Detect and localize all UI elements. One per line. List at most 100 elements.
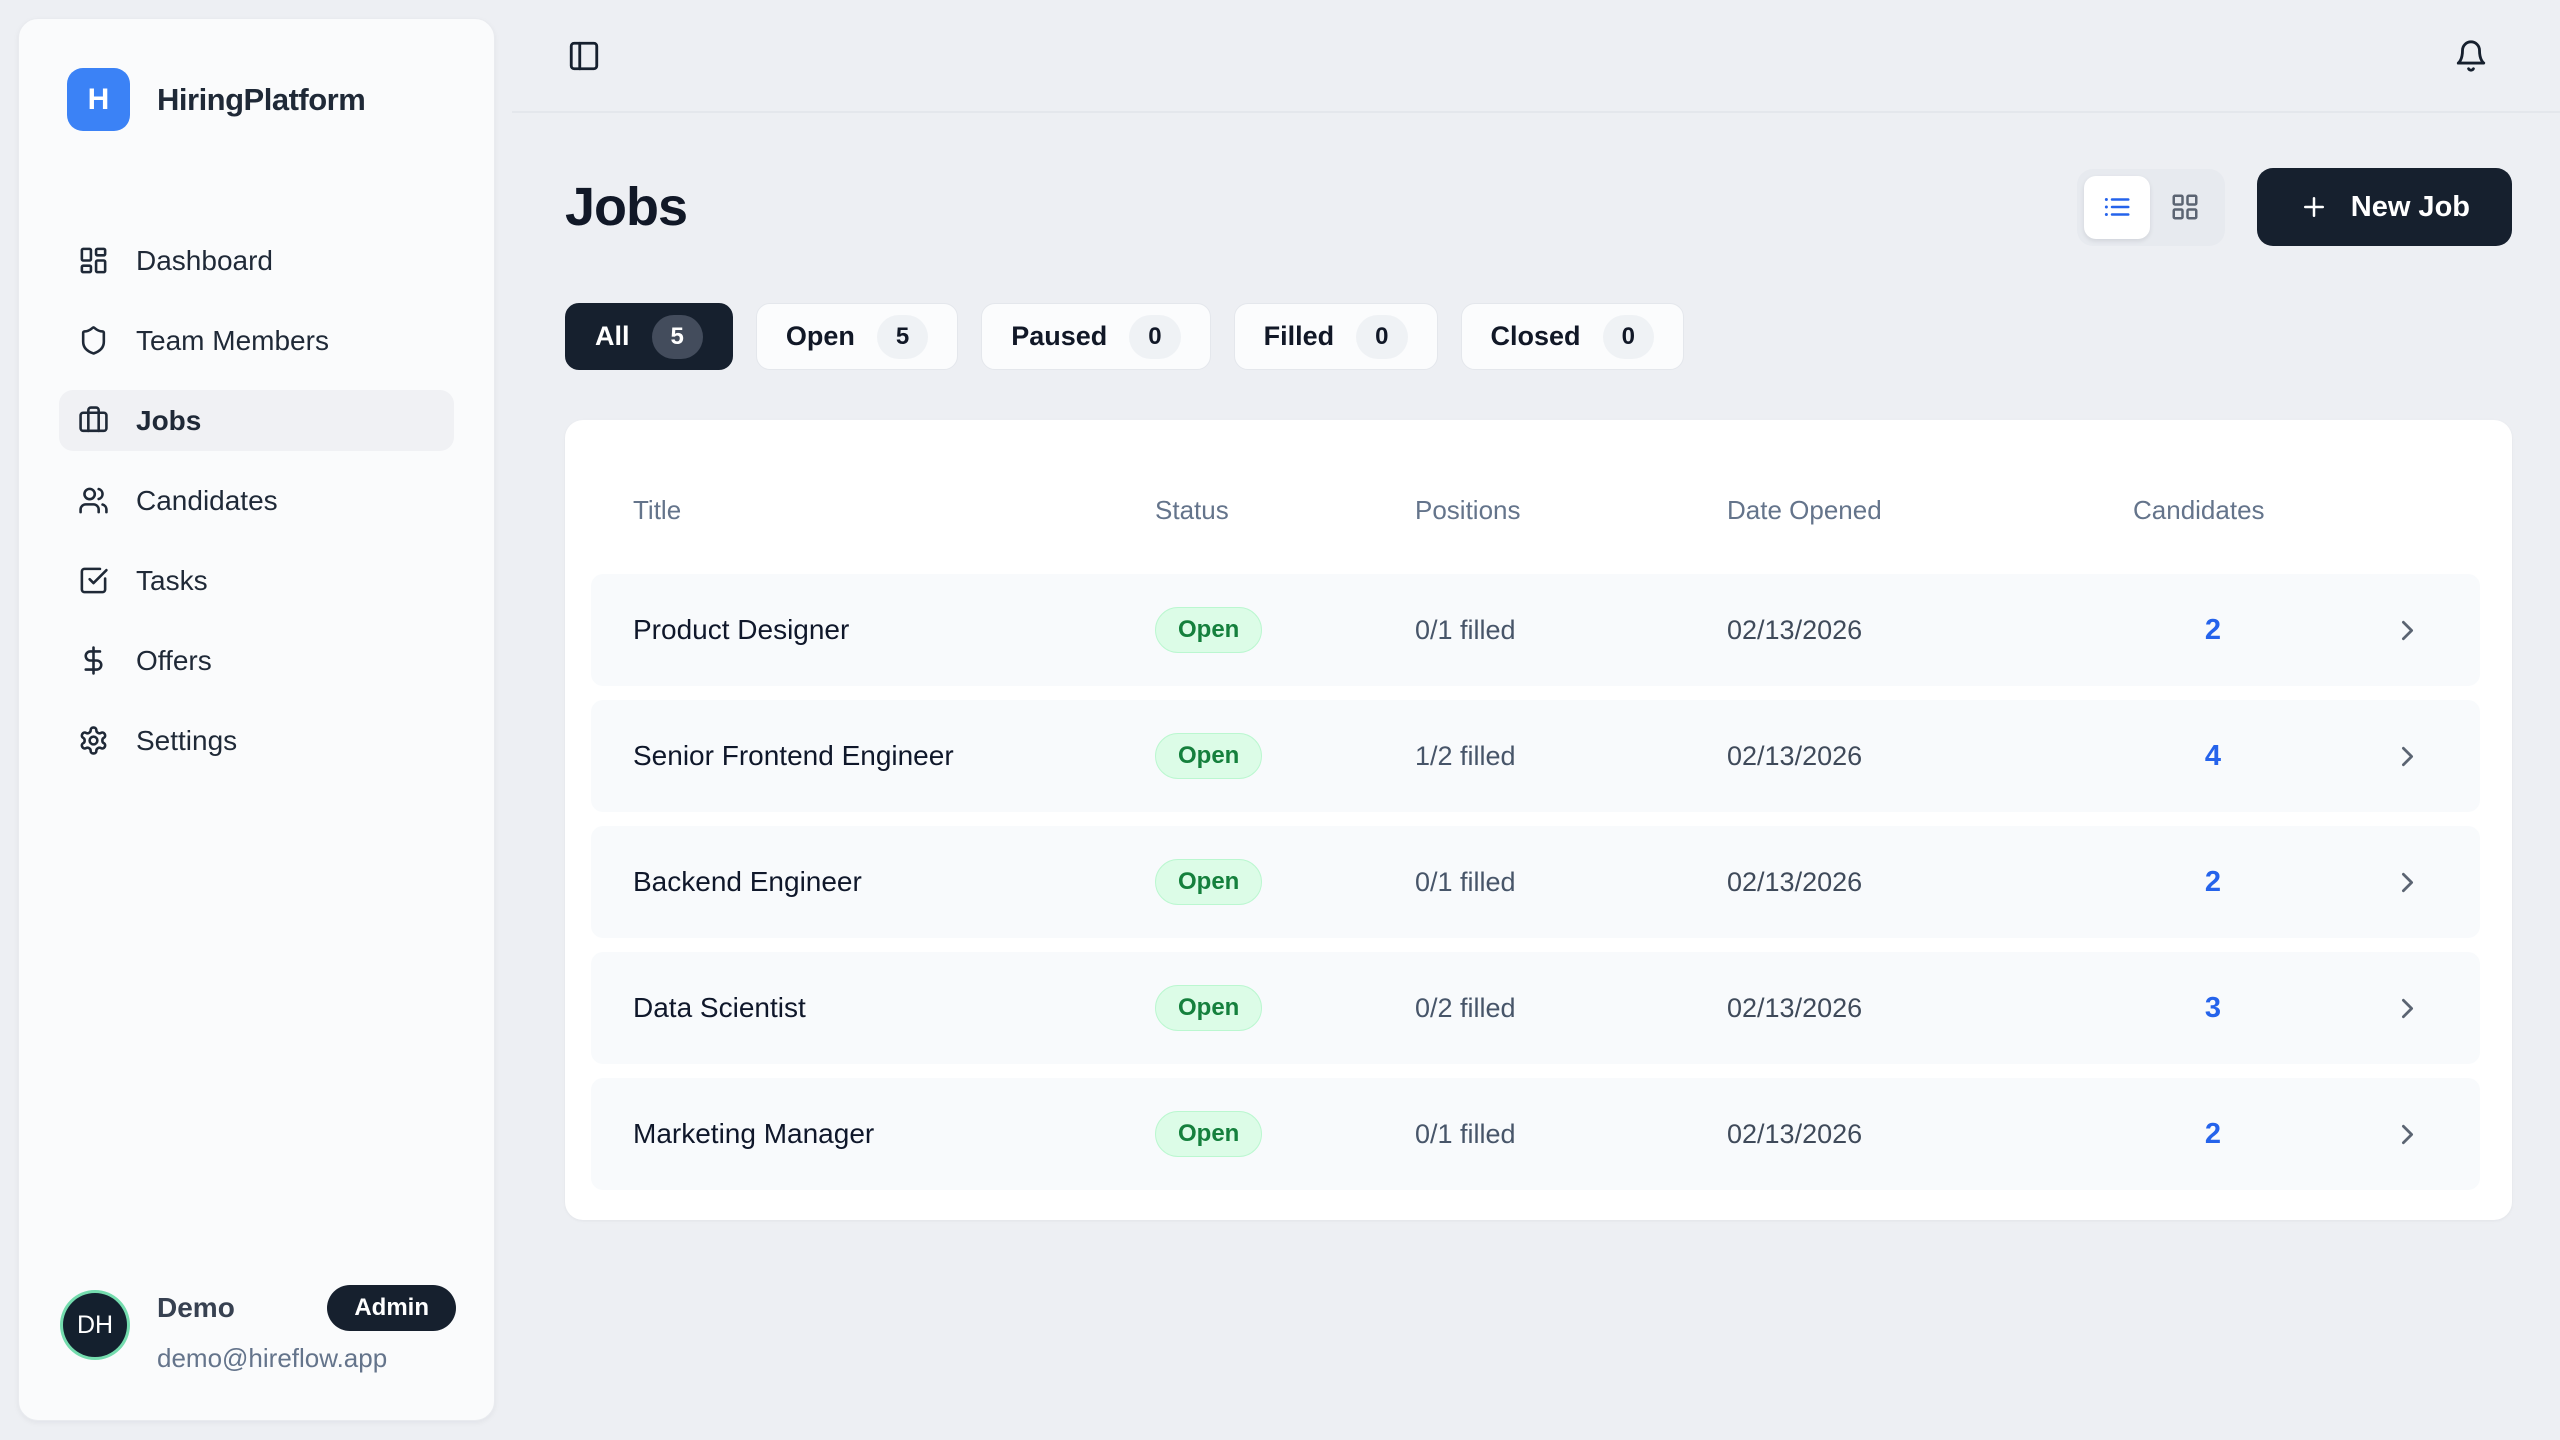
filter-tab-count: 0 (1602, 314, 1654, 359)
sidebar-item-team-members[interactable]: Team Members (59, 310, 454, 371)
sidebar-toggle-button[interactable] (567, 39, 601, 73)
column-header-date-opened: Date Opened (1727, 494, 1882, 525)
check-square-icon (78, 565, 109, 596)
dollar-icon (78, 645, 109, 676)
sidebar: H HiringPlatform Dashboard Team Members Jo… (18, 18, 495, 1421)
filter-tab-label: Filled (1263, 321, 1335, 351)
filter-tab-label: Closed (1490, 321, 1581, 351)
date-opened: 02/13/2026 (1727, 740, 1863, 771)
list-view-button[interactable] (2083, 175, 2150, 239)
date-opened: 02/13/2026 (1727, 614, 1863, 645)
job-title: Backend Engineer (633, 866, 862, 897)
chevron-right-icon[interactable] (2391, 1118, 2424, 1151)
column-header-status: Status (1155, 494, 1229, 525)
sidebar-item-label: Offers (136, 644, 212, 676)
filter-tab-open[interactable]: Open 5 (755, 303, 959, 370)
positions-filled: 0/1 filled (1415, 614, 1516, 645)
view-toggle (2076, 168, 2225, 246)
panel-left-icon (567, 39, 601, 73)
filter-tab-label: All (595, 321, 630, 351)
status-badge: Open (1155, 733, 1263, 779)
gear-icon (78, 725, 109, 756)
candidates-count-link[interactable]: 3 (2204, 991, 2222, 1024)
user-profile[interactable]: DH Demo Admin demo@hireflow.app (19, 1285, 494, 1420)
grid-icon (2170, 192, 2200, 222)
brand-logo: H (67, 68, 130, 131)
chevron-right-icon[interactable] (2391, 992, 2424, 1025)
date-opened: 02/13/2026 (1727, 1118, 1863, 1149)
filter-tab-closed[interactable]: Closed 0 (1460, 303, 1684, 370)
candidates-count-link[interactable]: 2 (2204, 1117, 2222, 1150)
column-header-candidates: Candidates (2133, 494, 2265, 525)
job-title: Data Scientist (633, 992, 806, 1023)
sidebar-item-settings[interactable]: Settings (59, 710, 454, 771)
filter-tab-count: 0 (1129, 314, 1181, 359)
avatar: DH (63, 1293, 127, 1357)
sidebar-item-tasks[interactable]: Tasks (59, 550, 454, 611)
filter-tab-paused[interactable]: Paused 0 (981, 303, 1211, 370)
notifications-button[interactable] (2454, 39, 2488, 73)
candidates-count-link[interactable]: 2 (2204, 613, 2222, 646)
filter-tab-filled[interactable]: Filled 0 (1233, 303, 1438, 370)
sidebar-item-candidates[interactable]: Candidates (59, 470, 454, 531)
status-badge: Open (1155, 985, 1263, 1031)
sidebar-item-jobs[interactable]: Jobs (59, 390, 454, 451)
sidebar-item-label: Candidates (136, 484, 278, 516)
user-name: Demo (157, 1292, 235, 1323)
candidates-count-link[interactable]: 4 (2204, 739, 2222, 772)
shield-icon (78, 325, 109, 356)
filter-tab-count: 5 (651, 314, 703, 359)
filter-tab-count: 5 (876, 314, 929, 359)
table-row[interactable]: Senior Frontend Engineer Open 1/2 filled 02… (591, 700, 2480, 812)
chevron-right-icon[interactable] (2391, 740, 2424, 773)
filter-tab-count: 0 (1356, 314, 1408, 359)
filter-tab-label: Paused (1011, 321, 1108, 351)
brand: H HiringPlatform (19, 19, 494, 131)
new-job-label: New Job (2350, 190, 2470, 223)
chevron-right-icon[interactable] (2391, 614, 2424, 647)
chevron-right-icon[interactable] (2391, 866, 2424, 899)
list-icon (2102, 192, 2132, 222)
table-row[interactable]: Backend Engineer Open 0/1 filled 02/13/2026… (591, 826, 2480, 938)
sidebar-item-label: Team Members (136, 324, 329, 356)
sidebar-item-label: Dashboard (136, 244, 273, 276)
plus-icon (2299, 192, 2329, 222)
dashboard-icon (78, 245, 109, 276)
date-opened: 02/13/2026 (1727, 992, 1863, 1023)
job-title: Marketing Manager (633, 1118, 875, 1149)
sidebar-item-label: Jobs (136, 404, 202, 436)
user-email: demo@hireflow.app (157, 1343, 388, 1373)
candidates-count-link[interactable]: 2 (2204, 865, 2222, 898)
sidebar-nav: Dashboard Team Members Jobs Candidates Tasks… (19, 230, 494, 771)
sidebar-item-offers[interactable]: Offers (59, 630, 454, 691)
date-opened: 02/13/2026 (1727, 866, 1863, 897)
page-title: Jobs (565, 177, 688, 237)
users-icon (78, 485, 109, 516)
table-header: Title Status Positions Date Opened Candidate… (591, 446, 2480, 574)
role-badge: Admin (327, 1285, 456, 1331)
table-row[interactable]: Marketing Manager Open 0/1 filled 02/13/202… (591, 1078, 2480, 1190)
main-area: Jobs (512, 0, 2560, 1440)
table-row[interactable]: Product Designer Open 0/1 filled 02/13/2026… (591, 574, 2480, 686)
status-badge: Open (1155, 607, 1263, 653)
new-job-button[interactable]: New Job (2256, 168, 2512, 246)
job-title: Senior Frontend Engineer (633, 740, 954, 771)
status-badge: Open (1155, 859, 1263, 905)
sidebar-item-dashboard[interactable]: Dashboard (59, 230, 454, 291)
briefcase-icon (78, 405, 109, 436)
sidebar-item-label: Tasks (136, 564, 208, 596)
positions-filled: 0/2 filled (1415, 992, 1516, 1023)
filter-tab-all[interactable]: All 5 (565, 303, 733, 370)
topbar (512, 0, 2560, 113)
column-header-title: Title (633, 494, 682, 525)
brand-name: HiringPlatform (157, 81, 366, 117)
positions-filled: 0/1 filled (1415, 866, 1516, 897)
sidebar-item-label: Settings (136, 724, 238, 756)
grid-view-button[interactable] (2152, 176, 2218, 239)
filter-tab-label: Open (785, 321, 855, 351)
job-title: Product Designer (633, 614, 850, 645)
status-badge: Open (1155, 1111, 1263, 1157)
positions-filled: 0/1 filled (1415, 1118, 1516, 1149)
table-body: Product Designer Open 0/1 filled 02/13/2026… (591, 574, 2480, 1190)
table-row[interactable]: Data Scientist Open 0/2 filled 02/13/2026 3 (591, 952, 2480, 1064)
